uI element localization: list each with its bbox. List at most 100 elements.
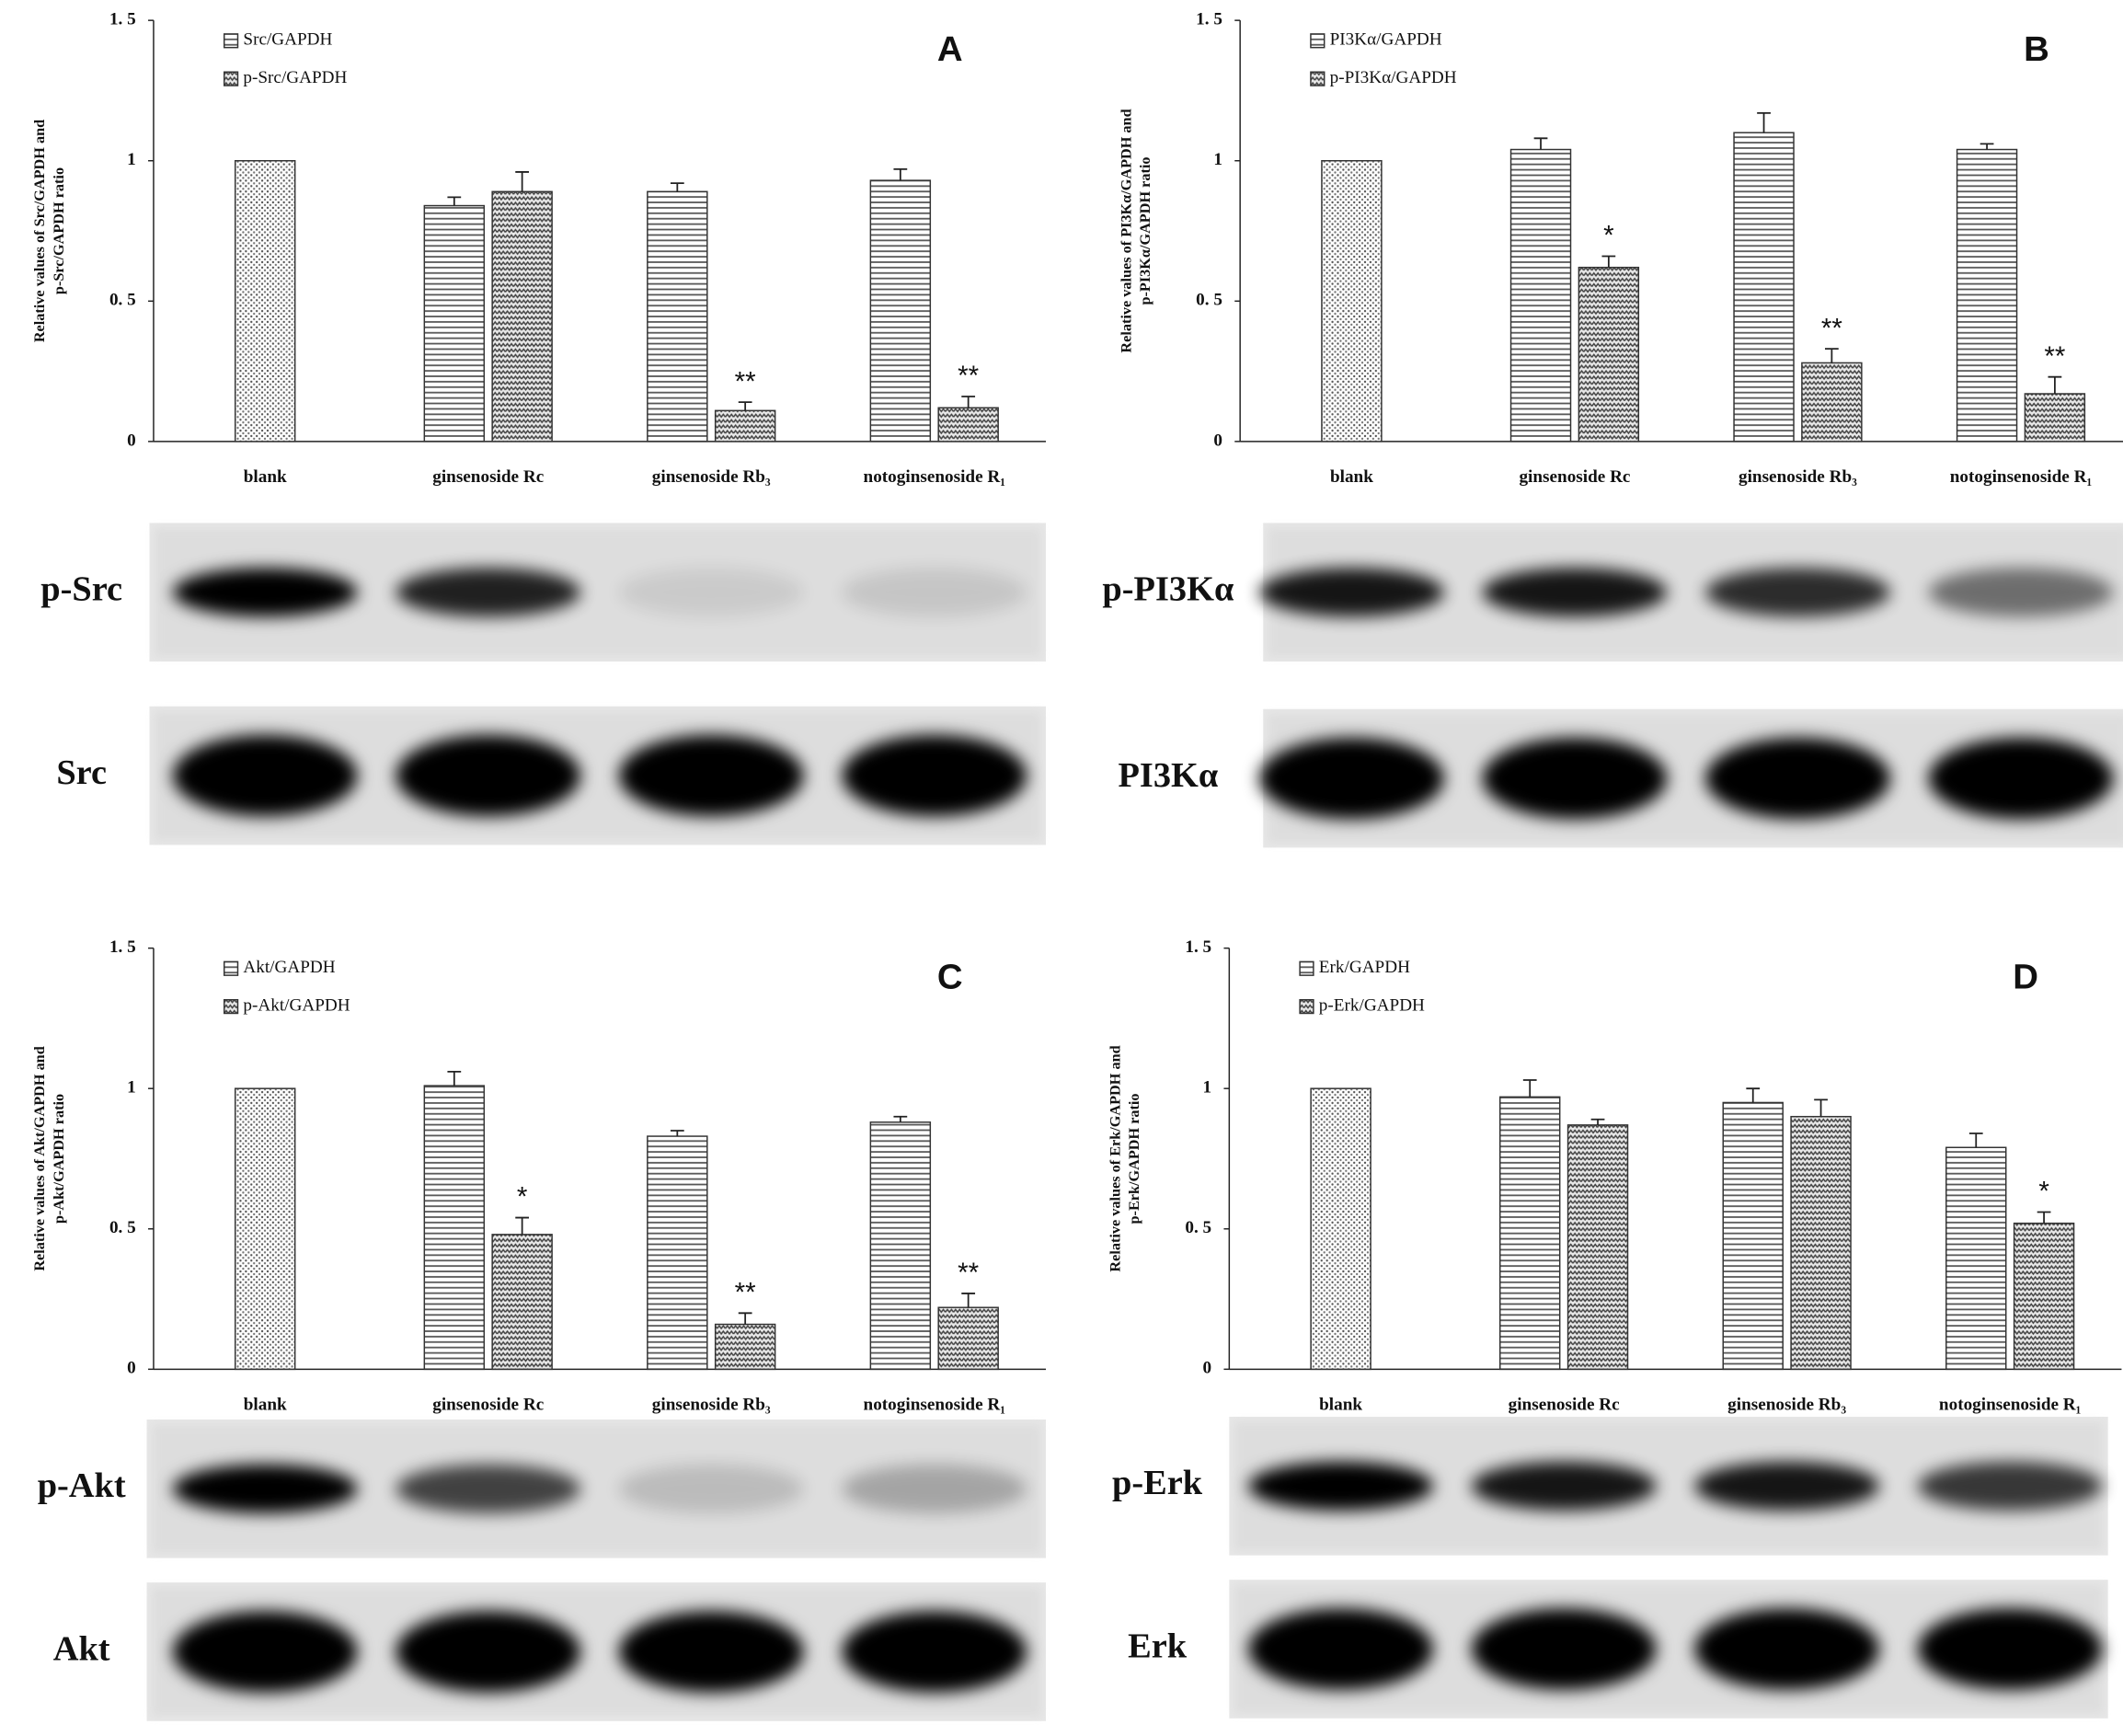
bar xyxy=(714,409,776,443)
blot-band xyxy=(396,568,581,617)
bar xyxy=(1578,266,1640,443)
blot-band xyxy=(1482,568,1668,617)
legend-label: p-Src/GAPDH xyxy=(243,68,347,87)
error-bar xyxy=(1824,348,1839,363)
blot-band xyxy=(842,1611,1027,1693)
significance: ** xyxy=(735,366,756,397)
bar xyxy=(937,1306,999,1371)
bar xyxy=(1945,1146,2007,1371)
legend-swatch xyxy=(223,998,239,1015)
blot-label: p-PI3Kα xyxy=(1102,570,1234,609)
error-bar xyxy=(1757,111,1771,133)
legend-swatch xyxy=(223,960,239,976)
blot-band xyxy=(1705,737,1890,820)
blot xyxy=(1229,1580,2108,1719)
panel: A Relative values of Src/GAPDH and p-Src/G… xyxy=(31,10,1047,845)
blot-band xyxy=(172,568,358,617)
blot-band xyxy=(618,1611,804,1693)
error-bar xyxy=(961,396,976,408)
bar xyxy=(1498,1096,1561,1371)
error-bar xyxy=(1533,137,1548,150)
error-bar xyxy=(447,1070,462,1086)
y-tick-label: 0. 5 xyxy=(1185,1218,1211,1237)
error-bar xyxy=(1980,143,1994,150)
x-tick-label: blank xyxy=(1330,467,1373,487)
significance: ** xyxy=(2044,341,2065,372)
blot-band xyxy=(1248,1461,1434,1511)
blot-band xyxy=(1705,568,1890,617)
bar xyxy=(1790,1115,1852,1371)
blot xyxy=(146,1419,1047,1558)
blot xyxy=(1259,523,2123,662)
bar xyxy=(491,190,553,443)
blot-band xyxy=(396,1611,581,1693)
x-tick-label: ginsenoside Rb₃ xyxy=(1739,467,1857,487)
error-bar xyxy=(961,1293,976,1308)
blot-band xyxy=(1694,1461,1880,1511)
legend-label: p-Akt/GAPDH xyxy=(243,996,350,1016)
legend-label: Erk/GAPDH xyxy=(1319,958,1410,977)
bar xyxy=(647,190,708,443)
y-tick-label: 0 xyxy=(127,1359,136,1378)
blot xyxy=(1259,708,2123,848)
bar xyxy=(2024,393,2086,443)
blot-label: p-Src xyxy=(40,570,122,609)
x-tick-label: ginsenoside Rc xyxy=(432,467,544,487)
y-axis-label: p-Erk/GAPDH ratio xyxy=(1126,1093,1142,1224)
blot xyxy=(149,706,1047,845)
y-tick-label: 1. 5 xyxy=(1185,937,1211,957)
blot xyxy=(1229,1417,2108,1556)
x-tick-label: blank xyxy=(1319,1396,1362,1415)
x-tick-label: ginsenoside Rc xyxy=(1519,467,1630,487)
bar xyxy=(234,159,296,443)
bar xyxy=(647,1135,708,1371)
bar xyxy=(1801,362,1863,443)
significance: ** xyxy=(735,1277,756,1307)
significance: * xyxy=(2038,1177,2049,1207)
y-tick-label: 0. 5 xyxy=(1196,291,1222,310)
blot-band xyxy=(1917,1608,2103,1690)
bar xyxy=(1321,159,1383,443)
y-tick-label: 1 xyxy=(1203,1078,1212,1098)
error-bar xyxy=(1590,1118,1605,1125)
error-bar xyxy=(1522,1079,1537,1098)
bar xyxy=(1733,132,1795,443)
error-bar xyxy=(1746,1087,1761,1103)
blot-band xyxy=(1928,568,2114,617)
y-tick-label: 1 xyxy=(127,150,136,169)
x-tick-label: notoginsenoside R₁ xyxy=(864,1396,1005,1415)
bar xyxy=(1956,148,2018,443)
error-bar xyxy=(670,182,684,192)
x-tick-label: ginsenoside Rb₃ xyxy=(652,467,771,487)
bar xyxy=(2013,1222,2075,1371)
y-tick-label: 0. 5 xyxy=(109,1218,136,1237)
legend-swatch xyxy=(223,71,239,86)
blot-band xyxy=(842,568,1027,617)
legend-label: PI3Kα/GAPDH xyxy=(1330,30,1442,50)
legend-label: p-Erk/GAPDH xyxy=(1319,996,1425,1016)
blot-band xyxy=(172,1464,358,1513)
y-tick-label: 1 xyxy=(1213,150,1222,169)
blot-band xyxy=(842,734,1027,817)
blot-band xyxy=(1471,1608,1657,1690)
error-bar xyxy=(670,1130,684,1137)
y-tick-label: 1. 5 xyxy=(109,10,136,29)
legend-label: Src/GAPDH xyxy=(243,30,332,50)
x-tick-label: ginsenoside Rb₃ xyxy=(1727,1396,1846,1415)
legend-label: Akt/GAPDH xyxy=(243,958,335,977)
bar xyxy=(937,407,999,443)
blot-band xyxy=(396,1464,581,1513)
bar xyxy=(423,204,486,443)
blot-band xyxy=(618,1464,804,1513)
y-axis-label: Relative values of Src/GAPDH and xyxy=(31,120,48,342)
significance: ** xyxy=(1821,313,1842,343)
bar xyxy=(491,1234,553,1371)
x-tick-label: ginsenoside Rc xyxy=(432,1396,544,1415)
panel-letter: A xyxy=(937,29,963,69)
x-tick-label: ginsenoside Rc xyxy=(1509,1396,1620,1415)
significance: ** xyxy=(958,361,979,391)
panel-letter: C xyxy=(937,958,963,997)
error-bar xyxy=(515,171,530,192)
error-bar xyxy=(1968,1132,1983,1148)
